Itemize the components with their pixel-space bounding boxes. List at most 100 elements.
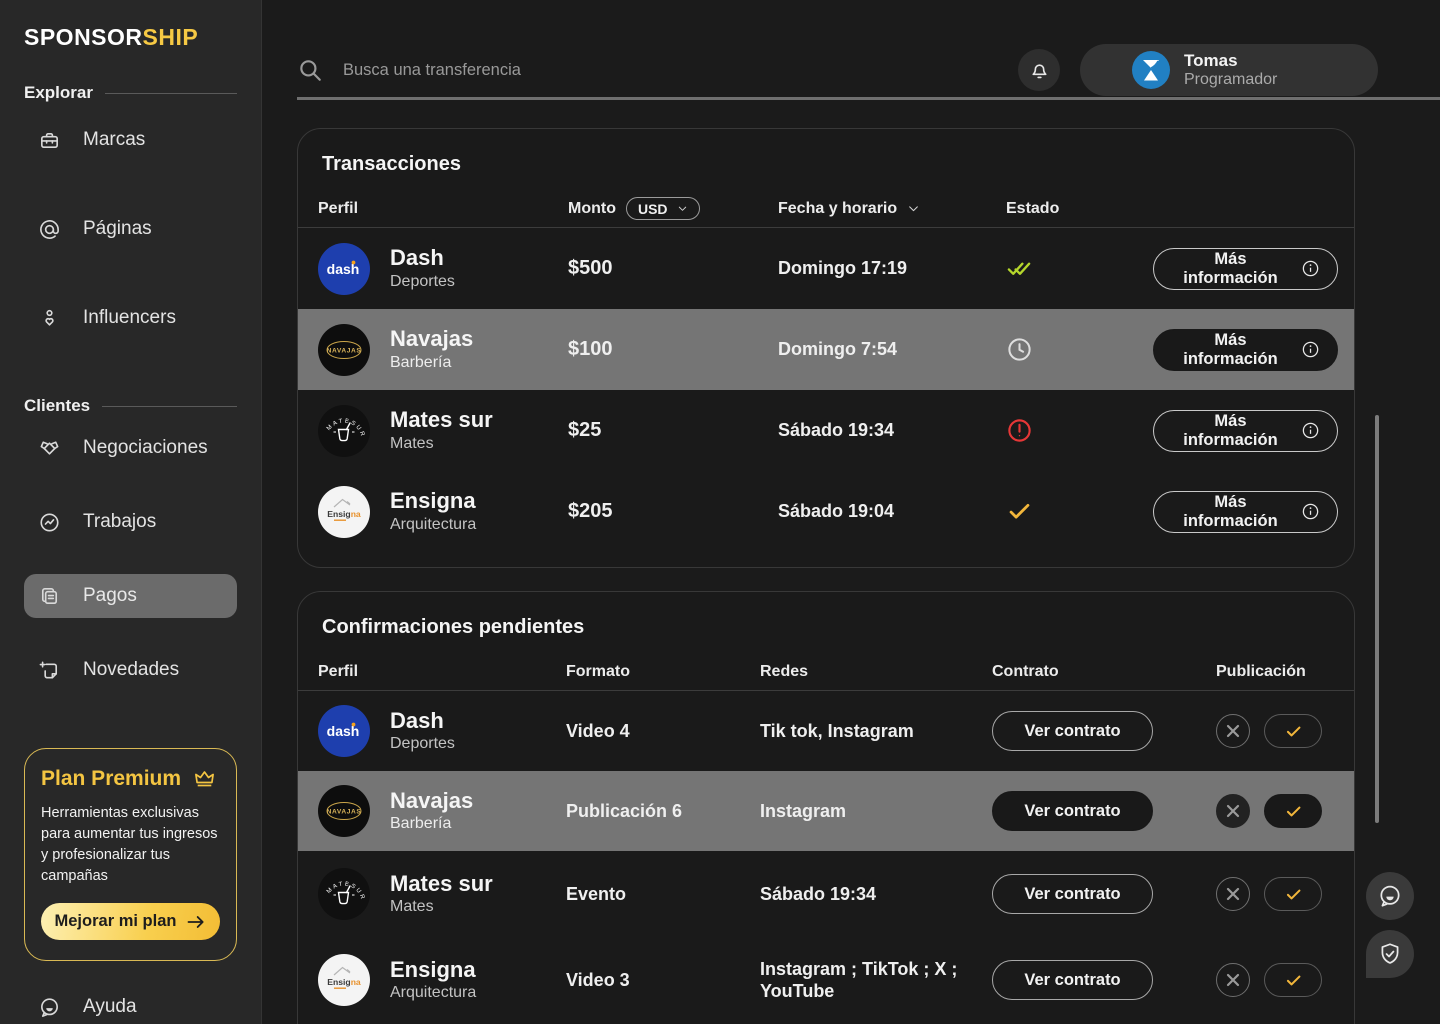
svg-text:NAVAJAS: NAVAJAS xyxy=(327,809,362,816)
svg-text:MATESUR: MATESUR xyxy=(326,881,365,901)
upgrade-plan-button[interactable]: Mejorar mi plan xyxy=(41,903,220,941)
amount: $25 xyxy=(568,419,602,441)
table-row[interactable]: MATESUR Mates sur Mates Evento Sábado 19… xyxy=(298,851,1354,937)
chat-bubble-icon xyxy=(1380,885,1400,907)
more-info-button[interactable]: Más información xyxy=(1153,328,1338,371)
reject-button[interactable] xyxy=(1216,794,1250,828)
status-clock-icon xyxy=(1008,338,1031,361)
approve-button[interactable] xyxy=(1264,714,1322,748)
influencer-icon xyxy=(45,309,54,326)
premium-card: Plan Premium Herramientas exclusivas par… xyxy=(24,748,237,962)
sidebar-item-pagos[interactable]: Pagos xyxy=(24,574,237,618)
sidebar-item-negociaciones[interactable]: Negociaciones xyxy=(24,426,237,470)
currency-value: USD xyxy=(637,200,668,217)
section-label-clientes: Clientes xyxy=(24,396,237,416)
col-redes: Redes xyxy=(760,662,809,680)
status-cell xyxy=(1006,255,1153,282)
profile-cell: NAVAJAS Navajas Barbería xyxy=(318,785,566,837)
info-icon xyxy=(1302,422,1319,439)
col-fecha-label: Fecha y horario xyxy=(778,199,898,217)
approve-button[interactable] xyxy=(1264,877,1322,911)
table-row[interactable]: Ensigna Ensigna Arquitectura $205 Sábado… xyxy=(298,471,1354,552)
profile-category: Mates xyxy=(390,434,434,452)
contract-cell: Ver contrato xyxy=(992,711,1183,751)
view-contract-button[interactable]: Ver contrato xyxy=(992,711,1153,751)
approve-button[interactable] xyxy=(1264,963,1322,997)
format: Publicación 6 xyxy=(566,800,683,821)
user-menu[interactable]: Tomas Programador xyxy=(1080,44,1378,96)
more-info-button[interactable]: Más información xyxy=(1153,409,1338,452)
view-contract-button[interactable]: Ver contrato xyxy=(992,960,1153,1000)
profile-category: Barbería xyxy=(390,353,452,371)
info-icon xyxy=(1302,341,1319,358)
view-contract-button[interactable]: Ver contrato xyxy=(992,791,1153,831)
amount: $205 xyxy=(568,500,613,522)
datetime: Sábado 19:04 xyxy=(778,501,895,522)
col-fecha[interactable]: Fecha y horario xyxy=(778,200,1006,218)
x-icon xyxy=(1226,887,1240,901)
premium-title-text: Plan Premium xyxy=(41,767,182,790)
section-label-text: Clientes xyxy=(24,396,91,415)
avatar xyxy=(1132,51,1170,89)
transactions-title: Transacciones xyxy=(322,153,461,175)
sidebar-item-label: Marcas xyxy=(83,129,146,150)
amount: $100 xyxy=(568,338,613,360)
approve-button[interactable] xyxy=(1264,794,1322,828)
scrollbar-thumb[interactable] xyxy=(1375,415,1379,823)
profile-name: Dash xyxy=(390,245,444,271)
col-perfil: Perfil xyxy=(318,199,359,217)
ensigna-logo: Ensigna xyxy=(318,954,370,1006)
security-button[interactable] xyxy=(1366,930,1414,978)
upgrade-plan-label: Mejorar mi plan xyxy=(54,912,177,931)
check-icon xyxy=(1286,889,1300,899)
info-icon xyxy=(1302,260,1319,277)
more-info-button[interactable]: Más información xyxy=(1153,490,1338,533)
app-logo: SPONSORSHIP xyxy=(24,24,237,51)
sidebar-item-influencers[interactable]: Influencers xyxy=(24,296,237,340)
logo-accent: SHIP xyxy=(142,24,199,50)
view-contract-label: Ver contrato xyxy=(1024,801,1121,820)
table-row-selected[interactable]: NAVAJAS Navajas Barbería Publicación 6 I… xyxy=(298,771,1354,851)
reject-button[interactable] xyxy=(1216,877,1250,911)
reject-button[interactable] xyxy=(1216,963,1250,997)
sidebar-item-label: Novedades xyxy=(83,659,180,680)
status-cell xyxy=(1006,336,1153,363)
notifications-button[interactable] xyxy=(1018,49,1060,91)
table-row[interactable]: MATESUR Mates sur Mates $25 Sábado 19:34… xyxy=(298,390,1354,471)
reject-button[interactable] xyxy=(1216,714,1250,748)
table-row-selected[interactable]: NAVAJAS Navajas Barbería $100 Domingo 7:… xyxy=(298,309,1354,390)
status-alert-icon xyxy=(1008,419,1031,442)
view-contract-button[interactable]: Ver contrato xyxy=(992,874,1153,914)
support-chat-button[interactable] xyxy=(1366,872,1414,920)
sidebar-item-ayuda[interactable]: Ayuda xyxy=(24,985,237,1024)
menu-clientes: Negociaciones Trabajos Pagos Novedades xyxy=(24,426,237,712)
crown-icon xyxy=(195,771,215,787)
divider xyxy=(104,92,237,94)
matesur-logo: MATESUR xyxy=(318,868,370,920)
more-info-button[interactable]: Más información xyxy=(1153,247,1338,290)
profile-name: Ensigna xyxy=(390,488,476,514)
note-plus-icon xyxy=(39,661,58,679)
sidebar-item-paginas[interactable]: Páginas xyxy=(24,207,237,251)
topbar: Tomas Programador xyxy=(297,42,1440,98)
action-cell: Más información xyxy=(1153,409,1338,452)
datetime: Domingo 7:54 xyxy=(778,339,898,360)
search-icon[interactable] xyxy=(297,57,323,83)
contract-cell: Ver contrato xyxy=(992,874,1183,914)
currency-select[interactable]: USD xyxy=(625,197,700,220)
sidebar-item-label: Influencers xyxy=(83,307,176,328)
section-label-text: Explorar xyxy=(24,83,93,102)
table-row[interactable]: dash Dash Deportes Video 4 Tik tok, Inst… xyxy=(298,691,1354,771)
sidebar-item-trabajos[interactable]: Trabajos xyxy=(24,500,237,544)
sidebar-item-novedades[interactable]: Novedades xyxy=(24,648,237,692)
table-row[interactable]: Ensigna Ensigna Arquitectura Video 3 Ins… xyxy=(298,937,1354,1023)
table-row[interactable]: dash Dash Deportes $500 Domingo 17:19 Má… xyxy=(298,228,1354,309)
more-info-label: Más información xyxy=(1183,492,1278,530)
sidebar-item-marcas[interactable]: Marcas xyxy=(24,118,237,162)
handshake-icon xyxy=(40,440,59,455)
ensigna-logo: Ensigna xyxy=(318,485,370,538)
profile-cell: NAVAJAS Navajas Barbería xyxy=(318,323,568,376)
confirmations-header: Perfil Formato Redes Contrato Publicació… xyxy=(298,653,1354,691)
profile-name: Mates sur xyxy=(390,870,493,896)
search-input[interactable] xyxy=(343,60,1018,80)
